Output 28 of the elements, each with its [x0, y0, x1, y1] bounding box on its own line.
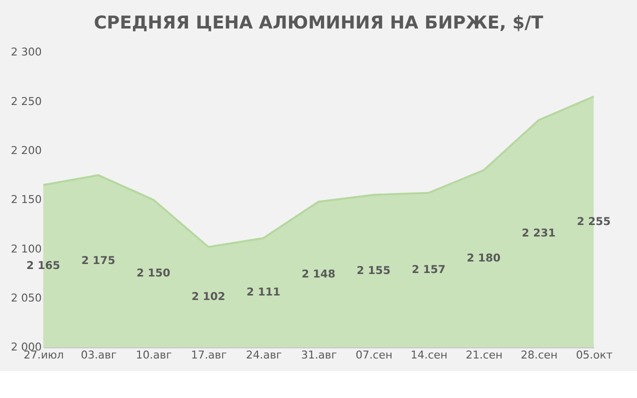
text: 2 102	[191, 290, 226, 304]
text: 2 150	[136, 266, 170, 280]
text: 2 180	[466, 252, 501, 265]
y-tick-label: 2 300	[10, 46, 42, 59]
x-tick-label: 05.окт	[576, 348, 613, 362]
y-tick-label: 2 250	[10, 94, 42, 108]
y-tick-label: 2 200	[10, 144, 42, 158]
x-tick-label: 14.сен	[410, 348, 448, 362]
text: 2 231	[522, 226, 556, 240]
y-tick-label: 2 100	[10, 242, 42, 256]
chart-title: СРЕДНЯЯ ЦЕНА АЛЮМИНИЯ НА БИРЖЕ, $/Т	[94, 14, 544, 34]
x-tick-label: 31.авг	[301, 348, 338, 362]
y-tick-label: 2 150	[10, 193, 42, 206]
text: 2 148	[302, 267, 336, 280]
x-tick-label: 03.авг	[80, 348, 118, 362]
text: 2 175	[81, 254, 116, 268]
x-tick-label: 21.сен	[466, 348, 503, 362]
text: 2 165	[26, 259, 60, 272]
x-tick-label: 17.авг	[190, 348, 228, 362]
x-tick-label: 28.сен	[520, 348, 558, 362]
x-tick-label: 24.авг	[246, 348, 282, 362]
text: 2 111	[246, 286, 280, 299]
text: 2 255	[576, 214, 611, 228]
text: 2 155	[356, 264, 390, 277]
y-tick-label: 2 050	[10, 291, 42, 304]
x-tick-label: 10.авг	[136, 348, 172, 362]
text: 2 157	[412, 262, 446, 276]
x-tick-label: 07.сен	[356, 348, 392, 362]
